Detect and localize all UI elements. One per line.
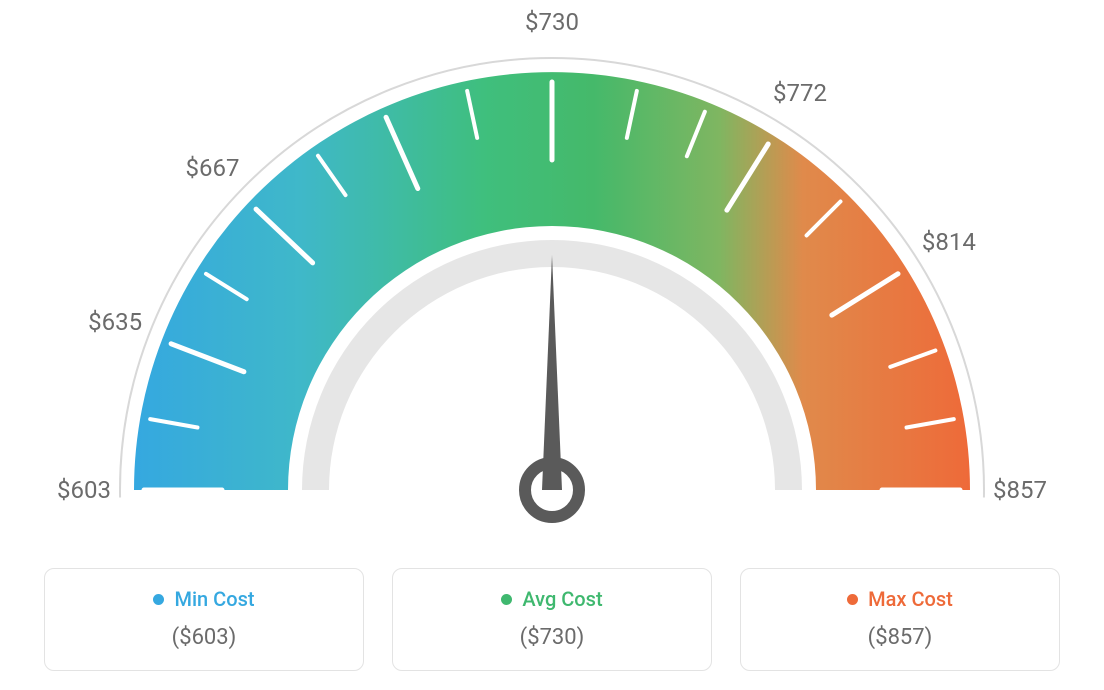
legend-value-max: ($857) [751, 625, 1049, 650]
legend-row: Min Cost ($603) Avg Cost ($730) Max Cost… [0, 568, 1104, 671]
legend-label-min: Min Cost [174, 587, 254, 611]
gauge-chart: $603 $635 $667 $730 $772 $814 $857 [0, 0, 1104, 560]
legend-card-max: Max Cost ($857) [740, 568, 1060, 671]
legend-label-avg: Avg Cost [522, 587, 602, 611]
legend-value-min: ($603) [55, 625, 353, 650]
legend-title-avg: Avg Cost [501, 587, 602, 611]
gauge-scale-label: $635 [88, 308, 142, 336]
gauge-scale-label: $857 [993, 476, 1047, 504]
gauge-scale-label: $730 [525, 8, 579, 36]
legend-card-avg: Avg Cost ($730) [392, 568, 712, 671]
gauge-scale-label: $772 [773, 79, 827, 107]
legend-dot-min [153, 594, 164, 605]
legend-title-min: Min Cost [153, 587, 254, 611]
legend-dot-avg [501, 594, 512, 605]
legend-value-avg: ($730) [403, 625, 701, 650]
legend-dot-max [847, 594, 858, 605]
gauge-svg [0, 0, 1104, 560]
legend-title-max: Max Cost [847, 587, 953, 611]
gauge-scale-label: $814 [922, 228, 976, 256]
gauge-scale-label: $603 [57, 476, 111, 504]
legend-card-min: Min Cost ($603) [44, 568, 364, 671]
legend-label-max: Max Cost [868, 587, 953, 611]
gauge-scale-label: $667 [186, 154, 240, 182]
